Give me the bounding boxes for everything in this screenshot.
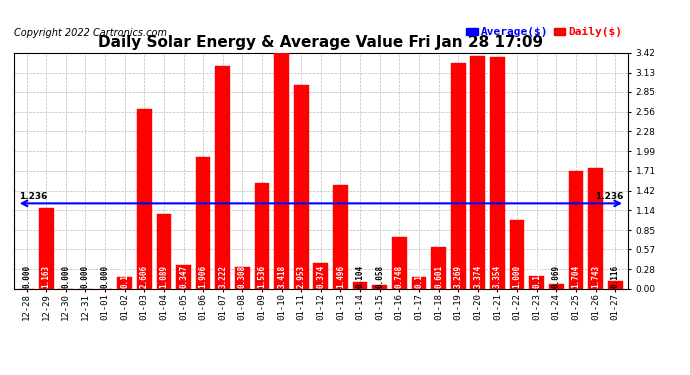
Bar <box>373 285 387 289</box>
Bar <box>333 185 348 289</box>
Bar <box>117 277 132 289</box>
Text: 1.536: 1.536 <box>257 265 266 288</box>
Bar <box>196 157 210 289</box>
Text: 0.748: 0.748 <box>395 265 404 288</box>
Text: 0.069: 0.069 <box>552 265 561 288</box>
Bar <box>588 168 603 289</box>
Bar <box>294 85 308 289</box>
Bar <box>471 56 485 289</box>
Bar <box>313 263 328 289</box>
Text: 1.704: 1.704 <box>571 265 580 288</box>
Text: 3.418: 3.418 <box>277 265 286 288</box>
Bar <box>137 109 152 289</box>
Text: 1.163: 1.163 <box>41 265 50 288</box>
Bar <box>451 63 466 289</box>
Text: 0.000: 0.000 <box>101 265 110 288</box>
Text: 0.374: 0.374 <box>316 265 326 288</box>
Text: 0.181: 0.181 <box>532 265 541 288</box>
Bar <box>608 281 622 289</box>
Text: 1.906: 1.906 <box>199 265 208 288</box>
Bar <box>176 265 191 289</box>
Text: 1.236: 1.236 <box>595 192 623 201</box>
Bar <box>274 53 289 289</box>
Title: Daily Solar Energy & Average Value Fri Jan 28 17:09: Daily Solar Energy & Average Value Fri J… <box>98 35 544 50</box>
Bar <box>215 66 230 289</box>
Bar <box>569 171 583 289</box>
Text: 3.222: 3.222 <box>218 265 227 288</box>
Bar <box>235 267 250 289</box>
Bar <box>353 282 368 289</box>
Bar <box>529 276 544 289</box>
Bar <box>157 213 171 289</box>
Bar <box>392 237 406 289</box>
Bar <box>549 284 564 289</box>
Bar <box>255 183 269 289</box>
Text: 1.089: 1.089 <box>159 265 168 288</box>
Bar <box>510 220 524 289</box>
Text: 0.058: 0.058 <box>375 265 384 288</box>
Text: Copyright 2022 Cartronics.com: Copyright 2022 Cartronics.com <box>14 28 167 38</box>
Text: 0.000: 0.000 <box>81 265 90 288</box>
Text: 3.354: 3.354 <box>493 265 502 288</box>
Bar <box>412 278 426 289</box>
Text: 2.953: 2.953 <box>297 265 306 288</box>
Text: 1.743: 1.743 <box>591 265 600 288</box>
Text: 0.308: 0.308 <box>238 265 247 288</box>
Text: 0.104: 0.104 <box>355 265 364 288</box>
Text: 0.000: 0.000 <box>22 265 31 288</box>
Text: 0.601: 0.601 <box>434 265 443 288</box>
Text: 0.175: 0.175 <box>120 265 129 288</box>
Text: 1.496: 1.496 <box>336 265 345 288</box>
Text: 0.347: 0.347 <box>179 265 188 288</box>
Bar <box>39 209 54 289</box>
Bar <box>490 57 505 289</box>
Text: 1.000: 1.000 <box>513 265 522 288</box>
Text: 3.269: 3.269 <box>454 265 463 288</box>
Text: 2.606: 2.606 <box>140 265 149 288</box>
Text: 0.165: 0.165 <box>415 265 424 288</box>
Text: 3.374: 3.374 <box>473 265 482 288</box>
Legend: Average($), Daily($): Average($), Daily($) <box>466 27 622 38</box>
Text: 0.000: 0.000 <box>61 265 70 288</box>
Bar <box>431 247 446 289</box>
Text: 0.116: 0.116 <box>611 265 620 288</box>
Text: 1.236: 1.236 <box>19 192 47 201</box>
